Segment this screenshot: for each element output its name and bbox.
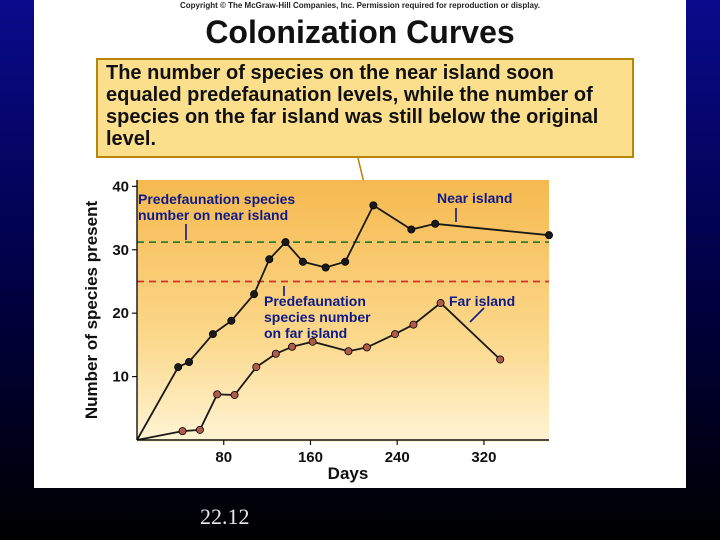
- slide-title: Colonization Curves: [205, 14, 515, 50]
- data-point-far: [252, 363, 261, 372]
- data-point-far: [436, 299, 445, 308]
- x-tick-label: 320: [471, 449, 496, 466]
- copyright-notice: Copyright © The McGraw-Hill Companies, I…: [179, 1, 541, 10]
- data-point-far: [344, 347, 353, 356]
- data-point-far: [271, 349, 280, 358]
- data-point-near: [185, 357, 194, 366]
- far-island-pointer: [469, 307, 485, 323]
- near-island-label: Near island: [437, 190, 512, 206]
- data-point-far: [195, 425, 204, 434]
- data-point-far: [391, 330, 400, 339]
- y-tick-label: 20: [112, 305, 129, 322]
- far-island-label: Far island: [449, 293, 515, 309]
- data-point-far: [362, 343, 371, 352]
- x-tick-label: 80: [215, 449, 232, 466]
- data-point-near: [208, 330, 217, 339]
- data-point-far: [288, 342, 297, 351]
- data-point-near: [298, 257, 307, 266]
- data-point-near: [227, 316, 236, 325]
- near-predefaunation-label: Predefaunation species number on near is…: [138, 191, 299, 223]
- data-point-near: [321, 263, 330, 272]
- x-tick-label: 160: [298, 449, 323, 466]
- data-point-far: [213, 390, 222, 399]
- y-tick-label: 30: [112, 242, 129, 259]
- x-tick-label: 240: [385, 449, 410, 466]
- data-point-near: [341, 257, 350, 266]
- callout-box: The number of species on the near island…: [96, 58, 634, 158]
- x-axis-label: Days: [328, 464, 369, 483]
- data-point-far: [409, 320, 418, 329]
- data-point-far: [178, 427, 187, 436]
- data-point-near: [369, 201, 378, 210]
- data-point-near: [407, 225, 416, 234]
- y-tick-label: 40: [112, 178, 129, 195]
- slide-number: 22.12: [200, 504, 250, 529]
- y-axis-label: Number of species present: [82, 201, 101, 420]
- data-point-near: [281, 238, 290, 247]
- data-point-far: [230, 390, 239, 399]
- far-predefaunation-label: Predefaunation species number on far isl…: [264, 293, 375, 341]
- data-point-far: [308, 337, 317, 346]
- data-point-near: [250, 290, 259, 299]
- data-point-near: [265, 255, 274, 264]
- data-point-near: [174, 363, 183, 372]
- data-point-near: [431, 219, 440, 228]
- data-point-far: [496, 355, 505, 364]
- y-tick-label: 10: [112, 369, 129, 386]
- data-point-near: [545, 231, 554, 240]
